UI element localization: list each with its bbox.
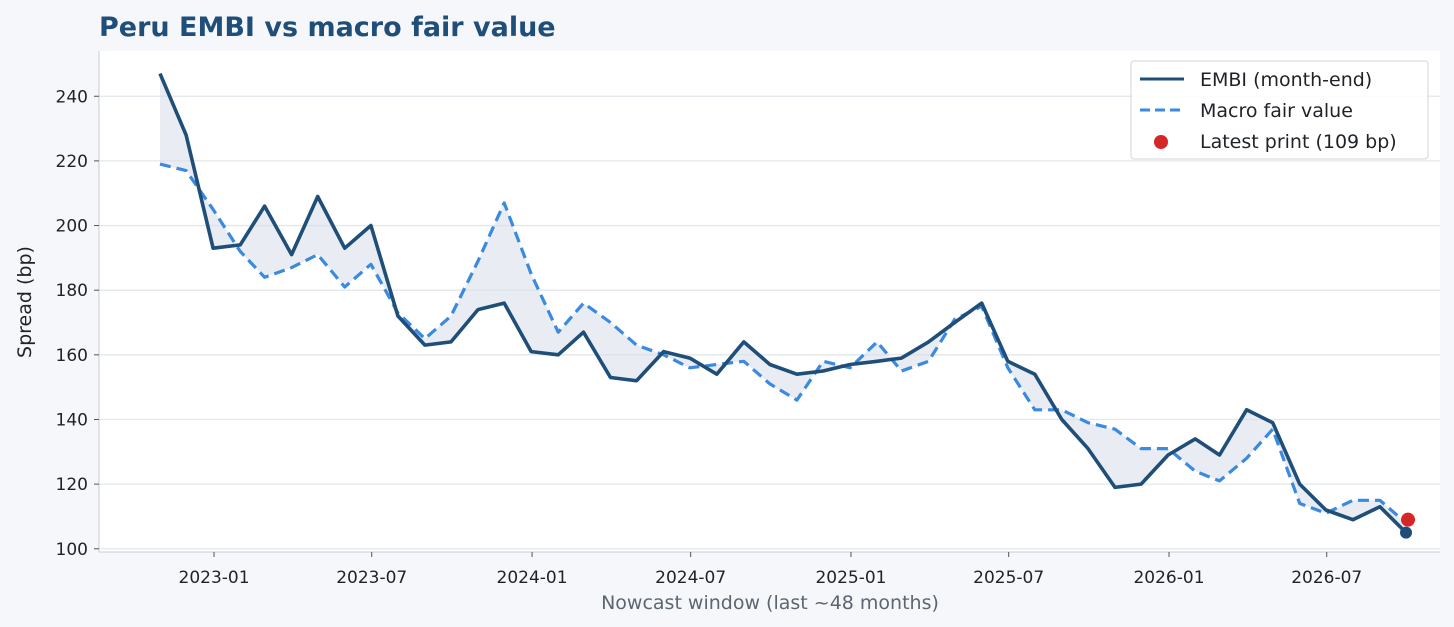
legend-latest-label: Latest print (109 bp) — [1200, 131, 1397, 153]
x-axis-ticks: 2023-01 2023-07 2024-01 2024-07 2025-01 2025-… — [179, 552, 1362, 588]
chart-title: Peru EMBI vs macro fair value — [99, 12, 556, 43]
y-tick-label: 120 — [56, 475, 88, 495]
y-tick-label: 160 — [56, 346, 88, 366]
gridlines — [99, 95, 1440, 550]
legend-fair-value-label: Macro fair value — [1200, 100, 1353, 122]
embi-line — [158, 72, 1408, 534]
y-tick-label: 100 — [56, 540, 88, 560]
legend-embi-label: EMBI (month-end) — [1200, 69, 1372, 91]
y-tick-label: 140 — [56, 410, 88, 430]
y-tick-label: 180 — [56, 281, 88, 301]
x-axis-label: Nowcast window (last ~48 months) — [601, 592, 939, 614]
embi-end-marker — [1400, 526, 1413, 539]
y-tick-label: 220 — [56, 152, 88, 172]
x-tick-label: 2024-07 — [655, 568, 726, 588]
fair-value-line — [159, 162, 1408, 525]
x-tick-label: 2023-07 — [336, 568, 407, 588]
latest-print-marker — [1401, 512, 1416, 527]
x-tick-label: 2026-07 — [1291, 568, 1362, 588]
y-tick-label: 240 — [56, 87, 88, 107]
y-tick-label: 200 — [56, 217, 88, 237]
y-axis-ticks: 100 120 140 160 180 200 220 240 — [56, 87, 99, 560]
legend-latest-swatch — [1154, 135, 1168, 149]
x-tick-label: 2024-01 — [497, 568, 568, 588]
x-tick-label: 2026-01 — [1133, 568, 1204, 588]
y-axis-label: Spread (bp) — [14, 246, 36, 358]
x-tick-label: 2025-01 — [815, 568, 886, 588]
x-tick-label: 2023-01 — [179, 568, 250, 588]
legend: EMBI (month-end) Macro fair value Latest… — [1130, 60, 1429, 160]
legend-box — [1130, 60, 1429, 160]
x-tick-label: 2025-07 — [973, 568, 1044, 588]
